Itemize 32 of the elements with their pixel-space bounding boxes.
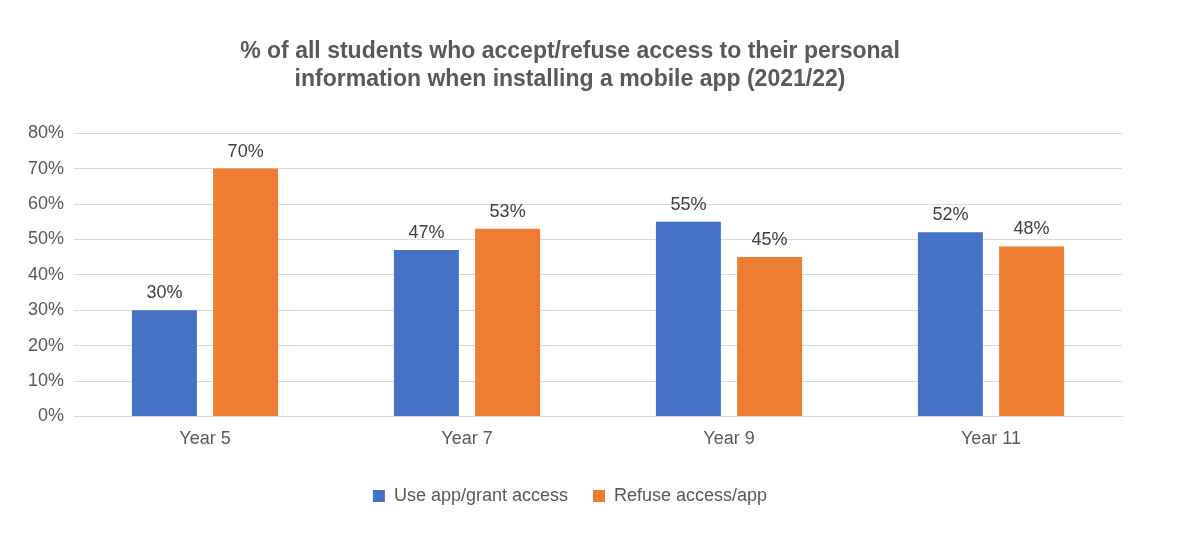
bar xyxy=(999,246,1065,416)
legend-label: Use app/grant access xyxy=(393,484,568,505)
legend-label: Refuse access/app xyxy=(614,484,768,505)
bar xyxy=(393,250,459,416)
y-tick-label: 70% xyxy=(28,157,65,178)
x-tick-label: Year 7 xyxy=(441,428,493,449)
y-tick-label: 80% xyxy=(28,122,65,143)
data-label: 70% xyxy=(227,140,264,161)
bar xyxy=(131,310,197,416)
data-label: 30% xyxy=(146,282,183,303)
y-tick-label: 30% xyxy=(28,299,65,320)
x-tick-label: Year 5 xyxy=(179,428,231,449)
data-label: 47% xyxy=(408,221,445,242)
x-tick-label: Year 9 xyxy=(703,428,755,449)
y-tick-label: 20% xyxy=(28,334,65,355)
bar xyxy=(737,257,803,416)
bar xyxy=(917,232,983,416)
data-label: 45% xyxy=(751,229,788,250)
data-label: 55% xyxy=(670,193,707,214)
bar xyxy=(213,168,279,416)
data-label: 53% xyxy=(489,200,526,221)
chart-title: % of all students who accept/refuse access to their personal information when installing a mobile app (2021/22) xyxy=(240,37,900,91)
bar xyxy=(475,228,541,416)
y-tick-label: 0% xyxy=(38,405,65,426)
bar xyxy=(655,221,721,416)
data-label: 52% xyxy=(932,204,969,225)
y-tick-label: 50% xyxy=(28,228,65,249)
x-tick-label: Year 11 xyxy=(960,428,1022,449)
y-tick-label: 60% xyxy=(28,192,65,213)
y-tick-label: 40% xyxy=(28,263,65,284)
y-tick-label: 10% xyxy=(28,369,65,390)
data-label: 48% xyxy=(1013,218,1050,239)
